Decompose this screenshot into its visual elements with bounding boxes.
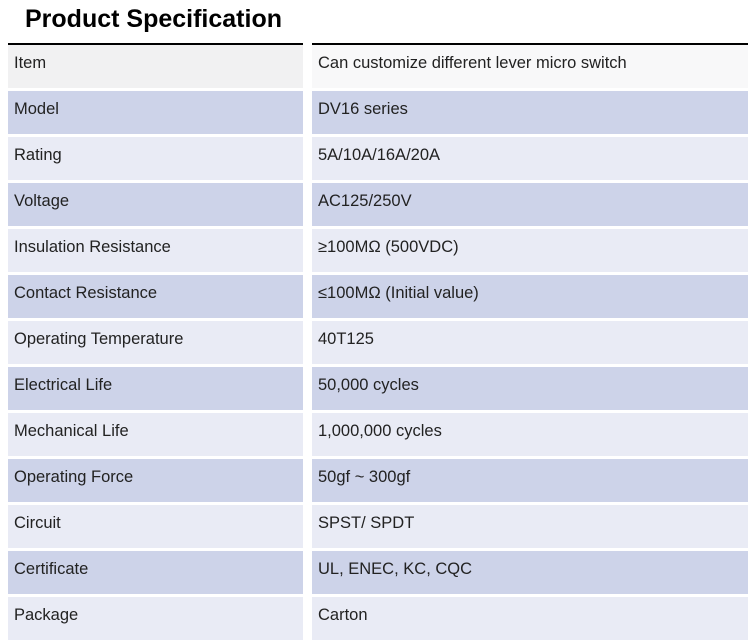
spec-value-cell: ≥100MΩ (500VDC) [312,229,748,272]
spec-label-cell: Package [8,597,303,640]
spec-label-cell: Certificate [8,551,303,594]
spec-label-cell: Operating Force [8,459,303,502]
spec-label-cell: Contact Resistance [8,275,303,318]
spec-value-cell: ≤100MΩ (Initial value) [312,275,748,318]
spec-value-cell: 40T125 [312,321,748,364]
spec-value-cell: DV16 series [312,91,748,134]
spec-value-cell: Can customize different lever micro swit… [312,43,748,88]
spec-value-cell: Carton [312,597,748,640]
spec-value-cell: 50,000 cycles [312,367,748,410]
spec-label-cell: Voltage [8,183,303,226]
spec-label-cell: Operating Temperature [8,321,303,364]
page-title: Product Specification [25,5,282,33]
spec-value-cell: 5A/10A/16A/20A [312,137,748,180]
spec-label-cell: Insulation Resistance [8,229,303,272]
spec-value-cell: UL, ENEC, KC, CQC [312,551,748,594]
spec-label-cell: Item [8,43,303,88]
spec-label-cell: Mechanical Life [8,413,303,456]
spec-value-cell: 50gf ~ 300gf [312,459,748,502]
spec-label-cell: Model [8,91,303,134]
spec-table: Item Can customize different lever micro … [8,43,748,640]
spec-value-cell: SPST/ SPDT [312,505,748,548]
spec-value-cell: AC125/250V [312,183,748,226]
spec-label-cell: Circuit [8,505,303,548]
spec-value-cell: 1,000,000 cycles [312,413,748,456]
spec-label-cell: Electrical Life [8,367,303,410]
spec-label-cell: Rating [8,137,303,180]
